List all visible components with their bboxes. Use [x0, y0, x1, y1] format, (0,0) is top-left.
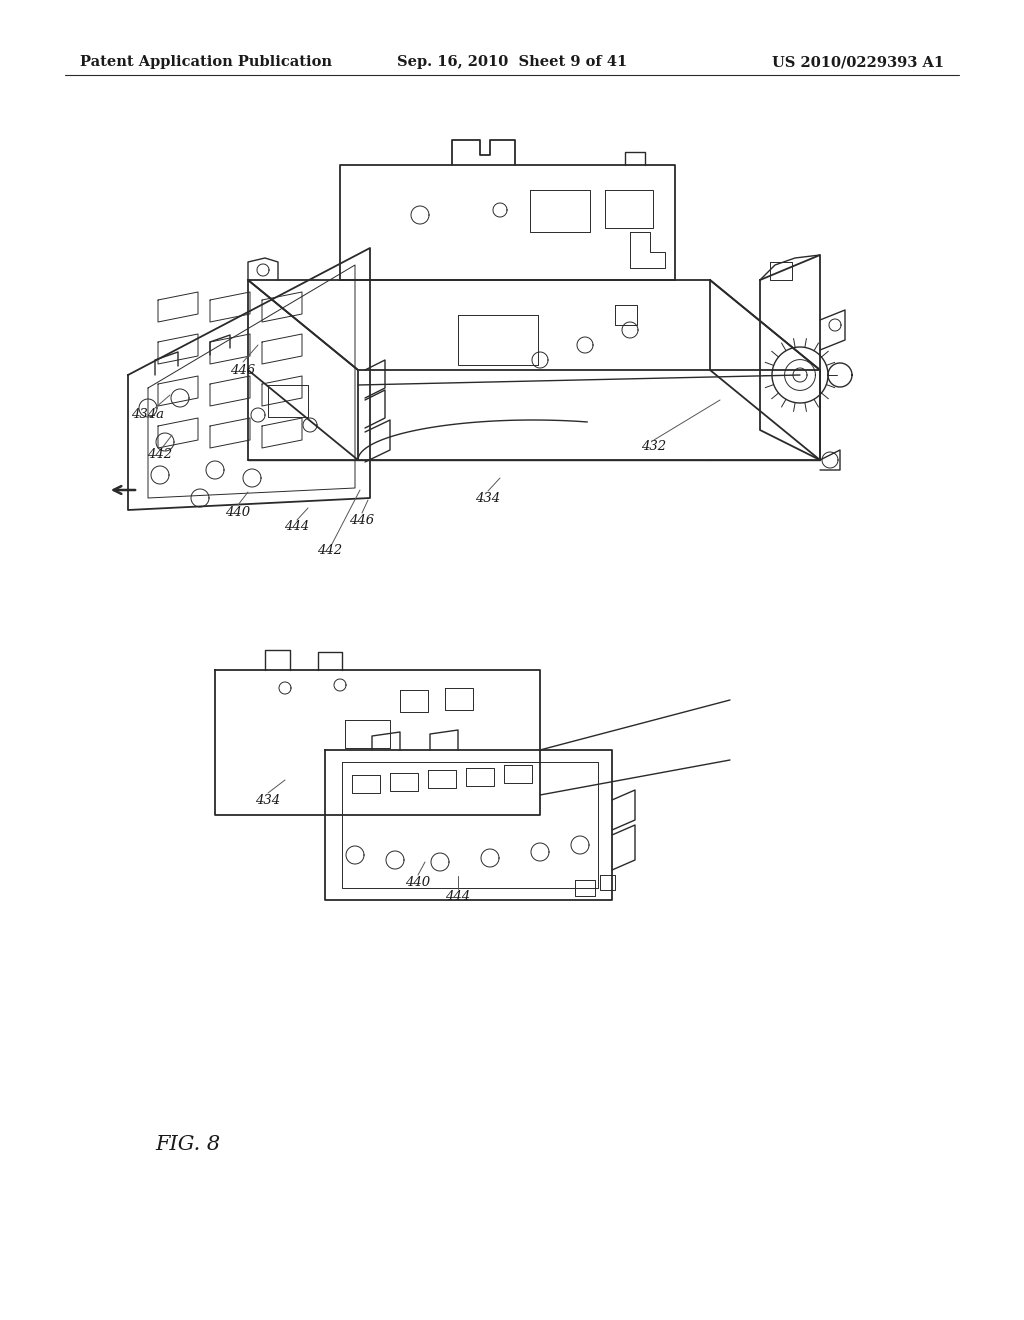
Text: 442: 442 [317, 544, 343, 557]
Text: Sep. 16, 2010  Sheet 9 of 41: Sep. 16, 2010 Sheet 9 of 41 [397, 55, 627, 69]
Text: 434: 434 [255, 793, 281, 807]
Text: 434: 434 [475, 491, 501, 504]
Text: FIG. 8: FIG. 8 [155, 1135, 220, 1155]
Text: 434a: 434a [131, 408, 165, 421]
Text: 444: 444 [285, 520, 309, 533]
Text: 440: 440 [406, 875, 430, 888]
Text: 446: 446 [230, 363, 256, 376]
Text: 444: 444 [445, 890, 471, 903]
Text: 446: 446 [349, 513, 375, 527]
Text: Patent Application Publication: Patent Application Publication [80, 55, 332, 69]
Text: 432: 432 [641, 441, 667, 454]
Text: 440: 440 [225, 506, 251, 519]
Text: US 2010/0229393 A1: US 2010/0229393 A1 [772, 55, 944, 69]
Text: 442: 442 [147, 449, 173, 462]
